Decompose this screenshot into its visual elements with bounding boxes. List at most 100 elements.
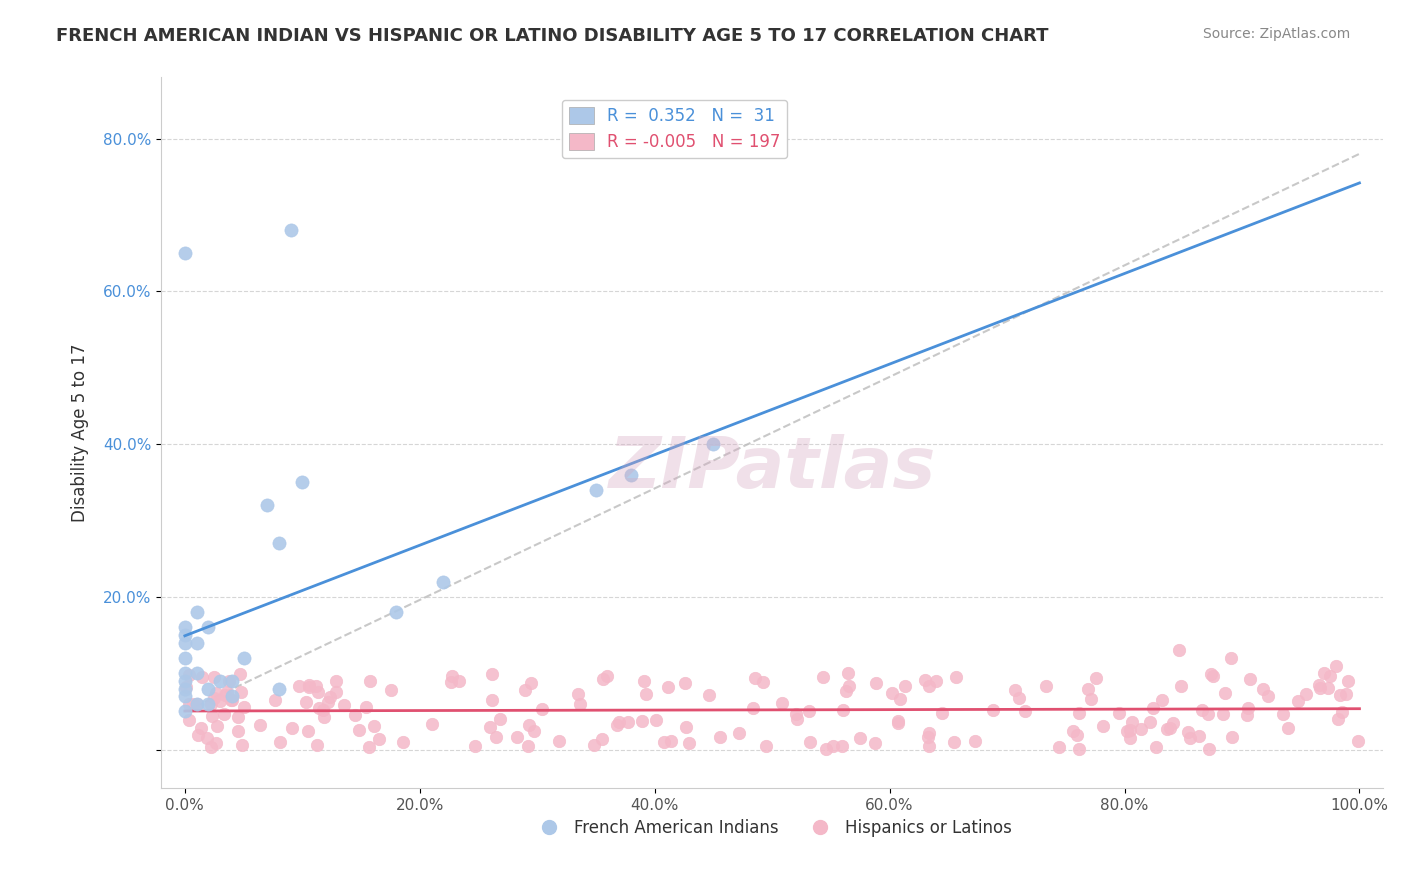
Point: [380, 682, 402, 697]
Point: [630, 714, 652, 729]
Point: [219, 693, 242, 707]
Point: [432, 574, 454, 589]
Point: [181, 697, 204, 711]
Point: [517, 717, 540, 731]
Point: [202, 670, 225, 684]
Point: [1236, 708, 1258, 723]
Point: [267, 536, 290, 550]
Point: [1047, 739, 1070, 754]
Point: [186, 698, 208, 712]
Point: [176, 680, 198, 694]
Point: [200, 739, 222, 754]
Point: [1220, 731, 1243, 745]
Point: [298, 680, 321, 694]
Point: [1066, 728, 1088, 742]
Point: [297, 724, 319, 739]
Point: [221, 689, 243, 703]
Point: [202, 691, 225, 706]
Point: [1069, 742, 1091, 756]
Point: [1084, 671, 1107, 685]
Point: [1170, 679, 1192, 693]
Point: [204, 736, 226, 750]
Point: [1152, 693, 1174, 707]
Point: [814, 742, 837, 756]
Point: [232, 700, 254, 714]
Point: [1130, 722, 1153, 736]
Point: [173, 636, 195, 650]
Point: [811, 670, 834, 684]
Point: [1236, 701, 1258, 715]
Point: [267, 681, 290, 696]
Point: [256, 498, 278, 512]
Point: [1337, 673, 1360, 688]
Point: [1178, 731, 1201, 746]
Point: [636, 687, 658, 701]
Point: [585, 483, 607, 497]
Point: [1327, 712, 1350, 726]
Point: [1212, 706, 1234, 721]
Point: [1317, 681, 1340, 695]
Point: [1329, 688, 1351, 702]
Point: [200, 697, 222, 711]
Point: [1108, 706, 1130, 721]
Point: [1142, 701, 1164, 715]
Point: [1062, 724, 1084, 739]
Point: [799, 704, 821, 718]
Point: [709, 731, 731, 745]
Point: [517, 739, 540, 754]
Point: [943, 735, 966, 749]
Point: [918, 739, 941, 753]
Point: [1286, 694, 1309, 708]
Point: [218, 674, 240, 689]
Point: [209, 694, 232, 708]
Point: [945, 670, 967, 684]
Point: [385, 605, 408, 619]
Point: [917, 730, 939, 744]
Text: Source: ZipAtlas.com: Source: ZipAtlas.com: [1202, 27, 1350, 41]
Point: [1219, 651, 1241, 665]
Point: [893, 679, 915, 693]
Point: [420, 717, 443, 731]
Point: [591, 732, 613, 747]
Point: [931, 706, 953, 720]
Point: [799, 735, 821, 749]
Point: [349, 723, 371, 737]
Point: [834, 684, 856, 698]
Point: [823, 739, 845, 753]
Point: [368, 731, 391, 746]
Point: [264, 693, 287, 707]
Point: [173, 689, 195, 703]
Point: [392, 735, 415, 749]
Point: [831, 703, 853, 717]
Point: [1347, 734, 1369, 748]
Point: [1069, 706, 1091, 720]
Point: [186, 697, 208, 711]
Point: [1177, 724, 1199, 739]
Point: [447, 673, 470, 688]
Point: [1277, 721, 1299, 735]
Point: [307, 685, 329, 699]
Legend: French American Indians, Hispanics or Latinos: French American Indians, Hispanics or La…: [526, 812, 1019, 844]
Point: [205, 686, 228, 700]
Point: [838, 679, 860, 693]
Point: [1161, 716, 1184, 731]
Point: [1159, 721, 1181, 735]
Point: [506, 730, 529, 744]
Point: [489, 712, 512, 726]
Point: [1308, 678, 1330, 692]
Point: [886, 714, 908, 728]
Point: [209, 673, 232, 688]
Point: [186, 666, 208, 681]
Point: [1092, 718, 1115, 732]
Point: [1116, 724, 1139, 739]
Point: [214, 688, 236, 702]
Point: [785, 706, 807, 721]
Point: [173, 628, 195, 642]
Point: [1188, 729, 1211, 743]
Point: [617, 715, 640, 730]
Point: [333, 698, 356, 713]
Point: [1201, 667, 1223, 681]
Point: [221, 673, 243, 688]
Point: [344, 707, 367, 722]
Point: [889, 692, 911, 706]
